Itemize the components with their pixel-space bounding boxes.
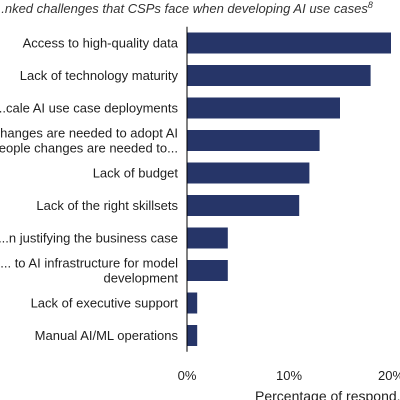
category-label-line: ...n justifying the business case — [0, 231, 178, 246]
x-tick-labels-layer: 0% 10% 20% — [178, 368, 400, 383]
bar — [187, 292, 198, 314]
bar — [187, 162, 310, 184]
bar — [187, 227, 228, 249]
category-label-line: Lack of the right skillsets — [36, 198, 178, 213]
category-label: ... to AI infrastructure for model develo… — [0, 256, 178, 286]
bar — [187, 130, 320, 151]
category-label-line: Lack of technology maturity — [20, 68, 179, 83]
category-label-line: ...people changes are needed to... — [0, 141, 178, 156]
bar — [187, 65, 371, 86]
bar — [187, 195, 300, 216]
category-label: Access to high-quality data — [23, 36, 179, 51]
category-label-line: ...cale AI use case deployments — [0, 101, 178, 116]
category-label: ...cale AI use case deployments — [0, 101, 178, 116]
category-label: Lack of executive support — [31, 296, 179, 311]
category-label-line: ...hanges are needed to adopt AI — [0, 126, 178, 141]
bars-layer — [187, 32, 391, 346]
category-label: ...hanges are needed to adopt AI ...peopl… — [0, 126, 178, 156]
x-axis-title: Percentage of respond... — [255, 388, 400, 400]
category-label-line: ... to AI infrastructure for model — [0, 256, 178, 271]
bar — [187, 325, 198, 346]
category-labels-layer: Access to high-quality data Lack of techn… — [0, 36, 179, 344]
chart-title-footnote: 8 — [368, 0, 373, 10]
chart-title-text: ...nked challenges that CSPs face when d… — [0, 1, 368, 16]
category-label: Lack of technology maturity — [20, 68, 179, 83]
category-label-line: Lack of budget — [93, 166, 179, 181]
category-label-line: Access to high-quality data — [23, 36, 179, 51]
category-label: ...n justifying the business case — [0, 231, 178, 246]
category-label-line: development — [104, 271, 179, 286]
category-label: Manual AI/ML operations — [35, 328, 179, 343]
x-tick-label: 10% — [276, 368, 302, 383]
x-tick-label: 20% — [378, 368, 400, 383]
bar — [187, 32, 391, 54]
category-label-line: Manual AI/ML operations — [35, 328, 179, 343]
chart-title: ...nked challenges that CSPs face when d… — [0, 0, 373, 16]
category-label: Lack of the right skillsets — [36, 198, 178, 213]
bar — [187, 97, 340, 119]
category-label-line: Lack of executive support — [31, 296, 179, 311]
category-label: Lack of budget — [93, 166, 179, 181]
bar — [187, 260, 228, 281]
x-tick-label: 0% — [178, 368, 197, 383]
